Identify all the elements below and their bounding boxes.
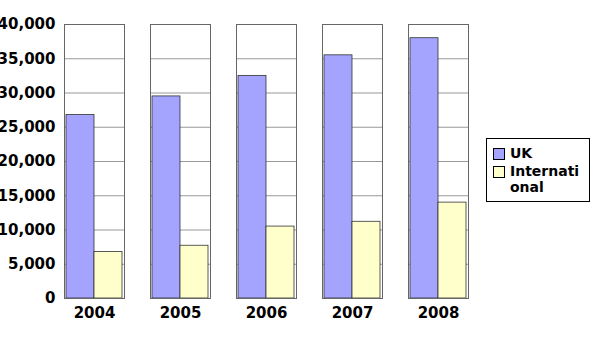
html-text:UK: UK bbox=[510, 145, 533, 161]
svg-text:5,000: 5,000 bbox=[8, 255, 55, 273]
svg-text:2007: 2007 bbox=[332, 304, 374, 322]
svg-text:2006: 2006 bbox=[246, 304, 288, 322]
svg-text:2004: 2004 bbox=[74, 304, 116, 322]
svg-text:2005: 2005 bbox=[160, 304, 202, 322]
html-text:International: International bbox=[510, 163, 580, 195]
svg-text:20,000: 20,000 bbox=[0, 152, 56, 170]
svg-text:2008: 2008 bbox=[418, 304, 460, 322]
svg-text:40,000: 40,000 bbox=[0, 15, 56, 33]
svg-text:10,000: 10,000 bbox=[0, 221, 56, 239]
svg-text:30,000: 30,000 bbox=[0, 84, 56, 102]
svg-text:35,000: 35,000 bbox=[0, 50, 56, 68]
svg-text:25,000: 25,000 bbox=[0, 118, 56, 136]
svg-text:15,000: 15,000 bbox=[0, 187, 56, 205]
svg-text:0: 0 bbox=[45, 289, 55, 307]
